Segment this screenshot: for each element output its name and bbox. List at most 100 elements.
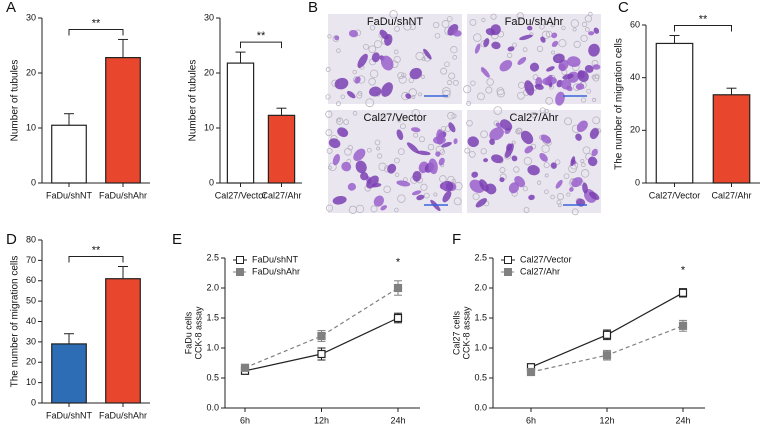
pore: [558, 39, 567, 48]
cell: [416, 194, 425, 201]
cell: [526, 25, 533, 31]
pore: [581, 162, 586, 167]
significance: **: [92, 17, 101, 29]
cell: [546, 66, 555, 72]
cell: [528, 194, 535, 201]
cell: [411, 127, 421, 133]
pore: [393, 49, 399, 55]
pore: [399, 123, 406, 130]
cell: [540, 134, 552, 144]
y-tick-label: 20: [26, 67, 36, 77]
y-tick-label: 0: [31, 397, 36, 407]
pore: [550, 194, 555, 200]
cell: [575, 133, 582, 141]
pore: [369, 25, 376, 31]
cell: [520, 130, 534, 145]
pore: [580, 169, 590, 178]
cell: [500, 119, 513, 131]
significance: **: [699, 13, 708, 25]
pore: [480, 130, 489, 139]
pore: [434, 32, 441, 39]
pore: [541, 30, 551, 39]
cell: [442, 182, 447, 191]
point: [526, 367, 536, 377]
cell: [368, 86, 382, 97]
cell: [534, 84, 544, 90]
x-tick-label: Cal27/Ahr: [711, 190, 751, 200]
pore: [481, 17, 486, 23]
y-axis-label: CCK-8 assay: [461, 306, 471, 360]
cell: [347, 182, 356, 191]
pore: [523, 207, 530, 213]
pore: [453, 197, 462, 206]
x-tick-label: 6h: [240, 415, 250, 424]
pore: [486, 78, 494, 86]
cell: [567, 56, 581, 67]
y-tick-label: 60: [630, 19, 640, 29]
cell: [380, 55, 394, 71]
pore: [550, 23, 555, 28]
cell: [396, 180, 411, 187]
pore: [545, 97, 554, 105]
pore: [441, 125, 447, 132]
pore: [551, 50, 556, 55]
pore: [555, 159, 561, 165]
cell: [587, 156, 598, 167]
panel-letter: B: [308, 0, 318, 16]
y-tick-label: 10: [26, 122, 36, 132]
micrograph-label: FaDu/shNT: [367, 16, 424, 28]
pore: [423, 192, 430, 199]
pore: [516, 12, 524, 20]
micrograph-bg: [328, 14, 462, 104]
cell: [405, 93, 412, 99]
significance: *: [396, 257, 401, 269]
y-axis-label: The number of migration cells: [614, 38, 625, 170]
pore: [452, 55, 458, 60]
panel-letter: C: [618, 0, 629, 16]
y-tick-label: 40: [630, 72, 640, 82]
y-tick-label: 0.5: [474, 372, 487, 382]
cell: [452, 30, 462, 37]
y-tick-label: 0.5: [206, 372, 219, 382]
pore: [439, 175, 447, 183]
pore: [592, 97, 597, 102]
cell: [555, 91, 565, 106]
pore: [373, 40, 382, 49]
cell: [499, 177, 505, 183]
bar: [226, 62, 255, 184]
cell: [348, 29, 359, 38]
cell: [566, 85, 573, 92]
pore: [591, 74, 597, 80]
pore: [325, 94, 331, 100]
pore: [580, 34, 588, 42]
cell: [412, 170, 422, 182]
legend-label: FaDu/shAhr: [252, 266, 300, 276]
y-tick-label: 70: [26, 255, 36, 265]
cell: [483, 38, 490, 48]
pore: [584, 27, 590, 32]
cell: [355, 160, 367, 174]
cell: [504, 143, 514, 158]
cell: [435, 151, 441, 157]
pore: [394, 207, 399, 213]
legend-label: Cal27/Ahr: [520, 266, 560, 276]
y-tick-label: 2.0: [474, 282, 487, 292]
point: [393, 313, 403, 323]
pore: [539, 24, 545, 30]
pore: [570, 19, 580, 28]
pore: [545, 21, 550, 26]
significance: **: [257, 30, 266, 42]
pore: [420, 183, 428, 191]
micrograph-label: Cal27/Ahr: [510, 112, 559, 124]
pore: [452, 79, 459, 86]
pore: [506, 52, 513, 58]
y-axis-label: FaDu cells: [183, 311, 193, 354]
pore: [450, 46, 458, 54]
bar: [105, 278, 141, 404]
x-tick-label: 12h: [599, 415, 614, 424]
cell: [354, 76, 361, 84]
pore: [594, 73, 600, 79]
cell: [380, 205, 387, 211]
cell: [334, 77, 349, 90]
pore: [584, 15, 592, 23]
